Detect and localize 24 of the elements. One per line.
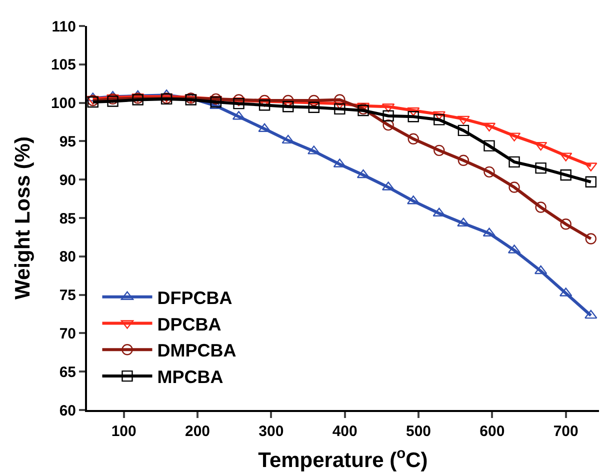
y-tick-label: 90 bbox=[59, 172, 76, 189]
y-axis-title: Weight Loss (%) bbox=[12, 136, 35, 300]
y-tick-label: 110 bbox=[52, 18, 76, 36]
y-tick-label: 105 bbox=[50, 56, 76, 74]
legend-label: MPCBA bbox=[157, 367, 224, 388]
y-tick-label: 100 bbox=[50, 95, 76, 112]
x-axis-title: Temperature ($^{o}$C) bbox=[258, 446, 428, 472]
x-tick-label: 500 bbox=[406, 423, 432, 440]
y-tick-label: 85 bbox=[59, 210, 76, 228]
y-tick-label: 70 bbox=[59, 325, 76, 342]
legend-label: DPCBA bbox=[157, 314, 222, 334]
y-tick-label: 60 bbox=[59, 402, 76, 420]
y-tick-label: 65 bbox=[59, 364, 76, 381]
y-tick-label: 75 bbox=[59, 287, 76, 304]
x-tick-label: 300 bbox=[258, 423, 284, 440]
y-tick-label: 95 bbox=[59, 133, 76, 150]
y-tick-label: 80 bbox=[59, 248, 76, 266]
legend-label: DMPCBA bbox=[157, 340, 236, 361]
x-tick-label: 100 bbox=[111, 423, 136, 440]
x-tick-label: 700 bbox=[553, 423, 578, 440]
legend-label: DFPCBA bbox=[157, 288, 232, 308]
x-tick-label: 200 bbox=[184, 423, 210, 440]
x-tick-label: 600 bbox=[480, 423, 505, 440]
x-tick-label: 400 bbox=[332, 423, 358, 440]
